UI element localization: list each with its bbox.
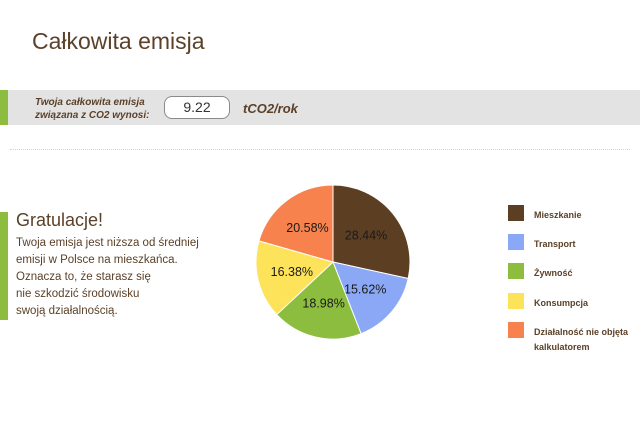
emission-pie-chart: 28.44% 15.62%18.98% 16.38% 20.58% (255, 184, 411, 340)
pie-slice (255, 240, 334, 316)
congrats-line: emisji w Polsce na mieszkańca. (16, 254, 178, 266)
legend-label: Mieszkanie (534, 210, 582, 220)
total-emission-value: 9.22 (164, 96, 230, 119)
pie-slice (332, 261, 409, 335)
legend-swatch (508, 234, 524, 250)
legend-label: Konsumpcja (534, 298, 589, 308)
emission-summary-bar: Twoja całkowita emisja związana z CO2 wy… (0, 90, 640, 125)
legend-label: Transport (534, 239, 576, 249)
legend-label: Żywność (534, 268, 573, 278)
congrats-line: Oznacza to, że starasz się (16, 271, 151, 283)
congrats-message: Twoja emisja jest niższa od średniej emi… (16, 235, 226, 320)
pie-slice (258, 184, 334, 263)
pie-slice-label: 20.58% (286, 221, 328, 235)
legend-swatch (508, 322, 524, 338)
congrats-line: swoją działalnością. (16, 305, 118, 317)
dotted-divider (10, 149, 630, 150)
summary-label: Twoja całkowita emisja związana z CO2 wy… (35, 97, 150, 121)
congrats-line: Twoja emisja jest niższa od średniej (16, 237, 199, 249)
pie-slice (332, 184, 411, 280)
pie-slice-label: 28.44% (345, 228, 387, 242)
legend-label: Działalność nie objęta kalkulatorem (534, 327, 629, 352)
page-title: Całkowita emisja (32, 28, 205, 54)
congrats-title: Gratulacje! (16, 210, 104, 230)
pie-slice-label: 16.38% (271, 265, 313, 279)
pie-slice-label: 18.98% (302, 296, 344, 310)
legend-swatch (508, 293, 524, 309)
congrats-accent-bar (0, 212, 8, 320)
congrats-line: nie szkodzić środowisku (16, 288, 140, 300)
pie-slice (276, 261, 362, 340)
summary-accent-bar (0, 90, 8, 125)
emission-unit: tCO2/rok (243, 101, 298, 116)
legend-swatch (508, 263, 524, 279)
legend-swatch (508, 205, 524, 221)
pie-slice-label: 15.62% (344, 283, 386, 297)
